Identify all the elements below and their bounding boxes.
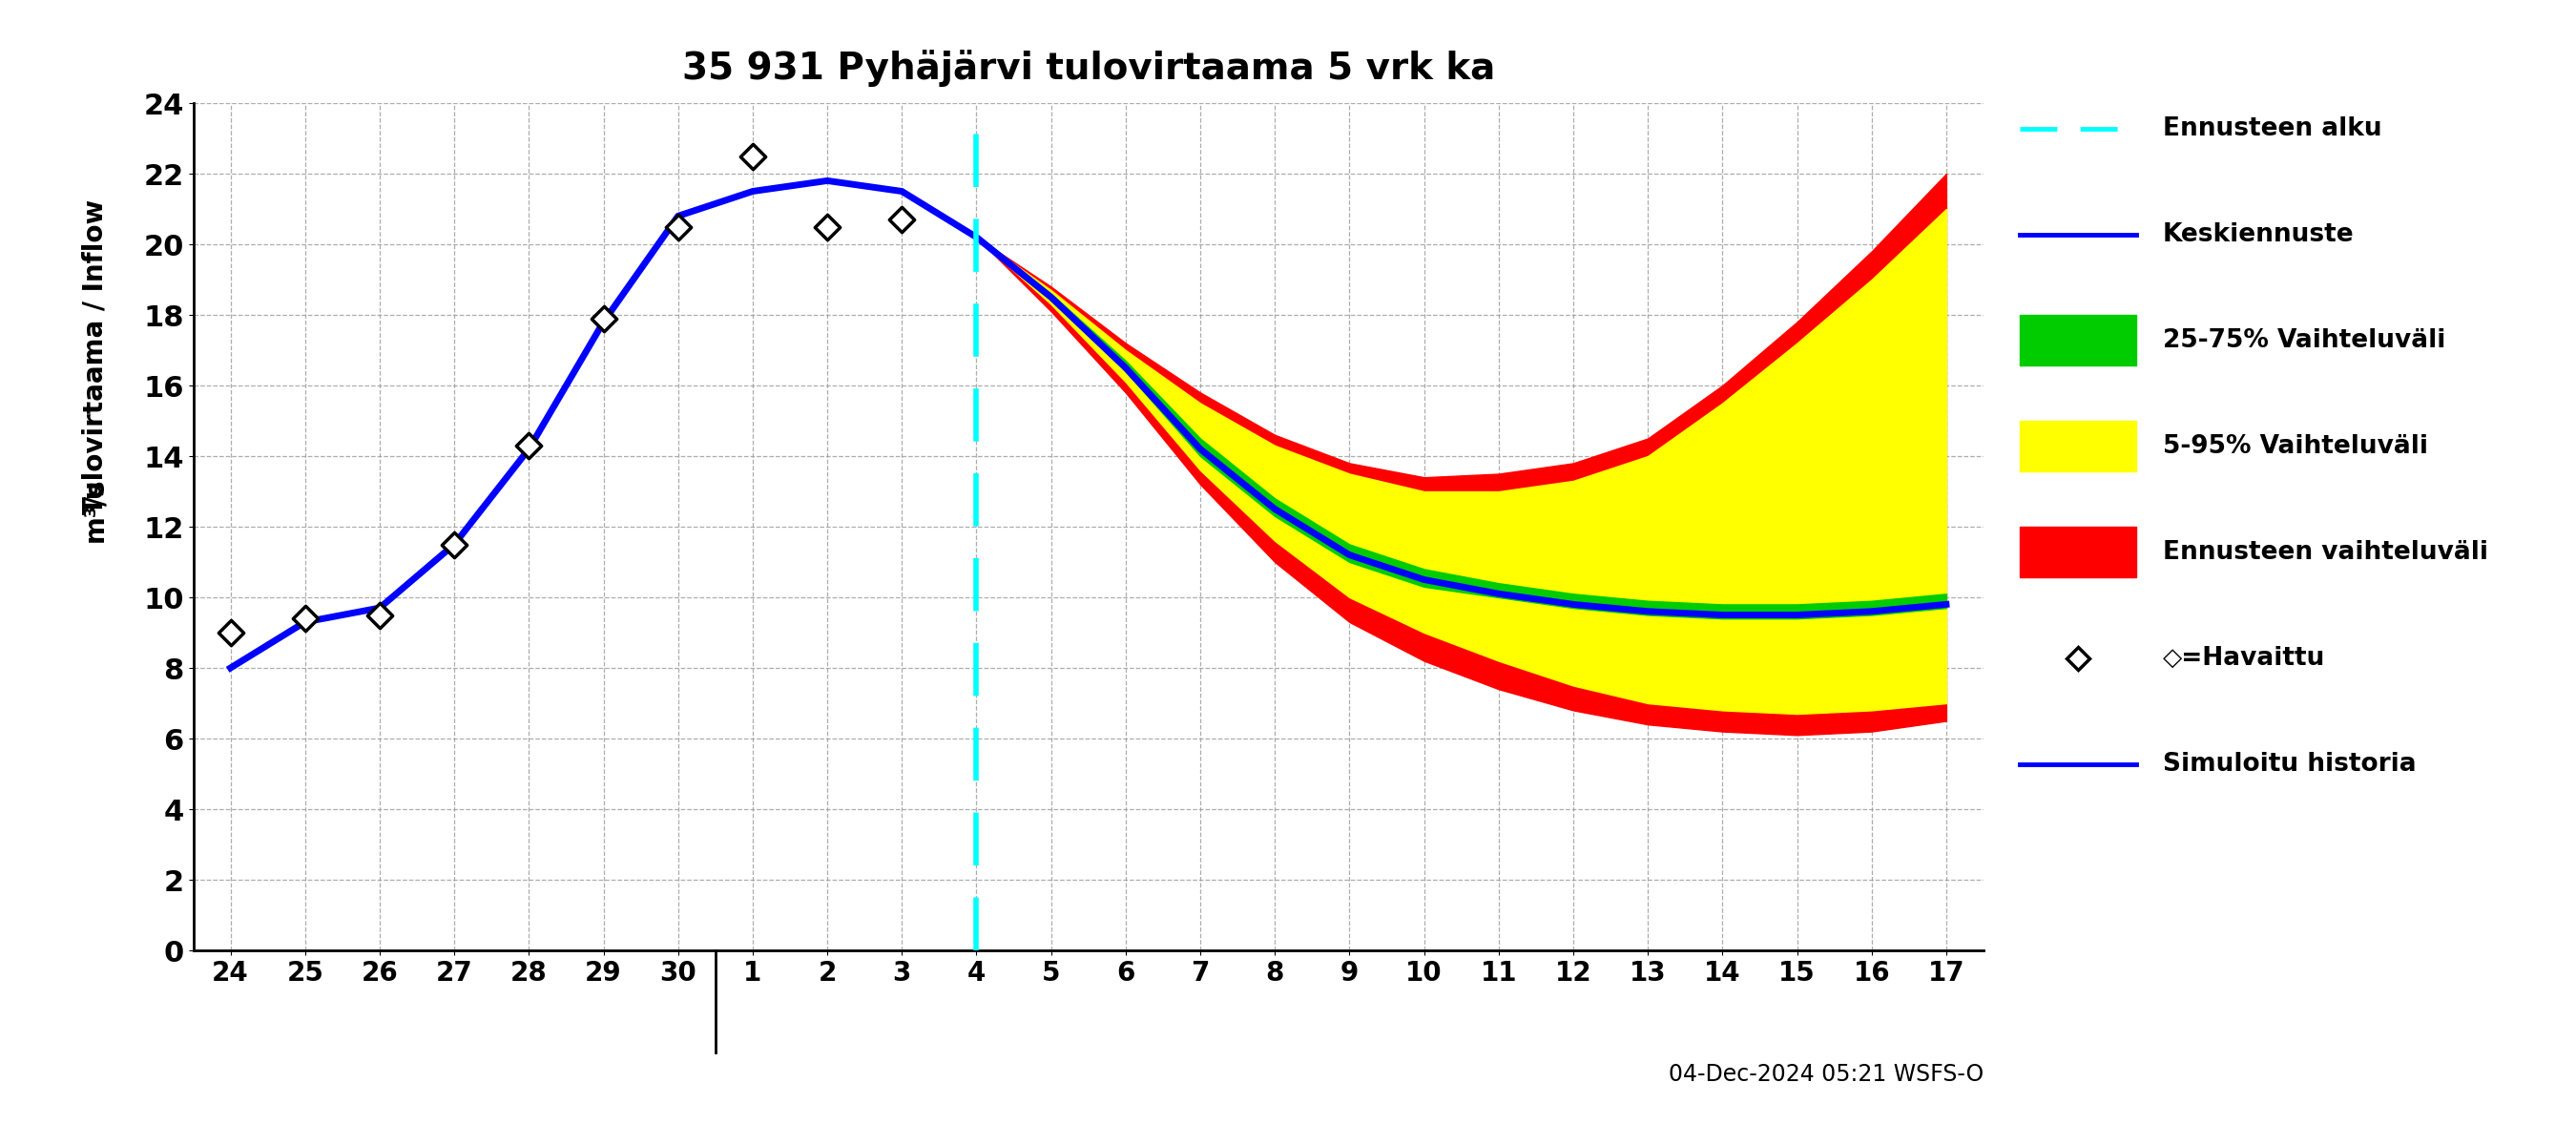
Bar [2020, 527, 2136, 577]
Point [507, 436, 549, 455]
Text: Ennusteen vaihteluväli: Ennusteen vaihteluväli [2161, 539, 2488, 564]
Text: 5-95% Vaihteluväli: 5-95% Vaihteluväli [2161, 434, 2427, 459]
Point [291, 914, 322, 927]
Point [881, 211, 922, 229]
Title: 35 931 Pyhäjärvi tulovirtaama 5 vrk ka: 35 931 Pyhäjärvi tulovirtaama 5 vrk ka [683, 49, 1494, 87]
Point [283, 609, 325, 627]
Point [291, 909, 322, 923]
Text: 04-Dec-2024 05:21 WSFS-O: 04-Dec-2024 05:21 WSFS-O [1669, 1063, 1984, 1085]
Point [358, 606, 399, 624]
Point [209, 623, 250, 641]
Point [296, 935, 327, 949]
Bar [2020, 420, 2136, 472]
Text: 25-75% Vaihteluväli: 25-75% Vaihteluväli [2161, 327, 2445, 353]
Point [806, 218, 848, 236]
Point [291, 935, 322, 949]
Text: m³/s: m³/s [82, 477, 108, 542]
Point [296, 909, 327, 923]
Point [582, 309, 623, 327]
Point [732, 147, 773, 165]
Point [657, 218, 698, 236]
Point [296, 914, 327, 927]
Text: Tulovirtaama / Inflow: Tulovirtaama / Inflow [82, 199, 108, 515]
Text: Keskiennuste: Keskiennuste [2161, 222, 2354, 247]
Text: Simuloitu historia: Simuloitu historia [2161, 751, 2416, 776]
Text: ◇=Havaittu: ◇=Havaittu [2161, 646, 2326, 671]
Bar [2020, 315, 2136, 365]
Point [433, 535, 474, 553]
Text: Ennusteen alku: Ennusteen alku [2161, 116, 2383, 141]
